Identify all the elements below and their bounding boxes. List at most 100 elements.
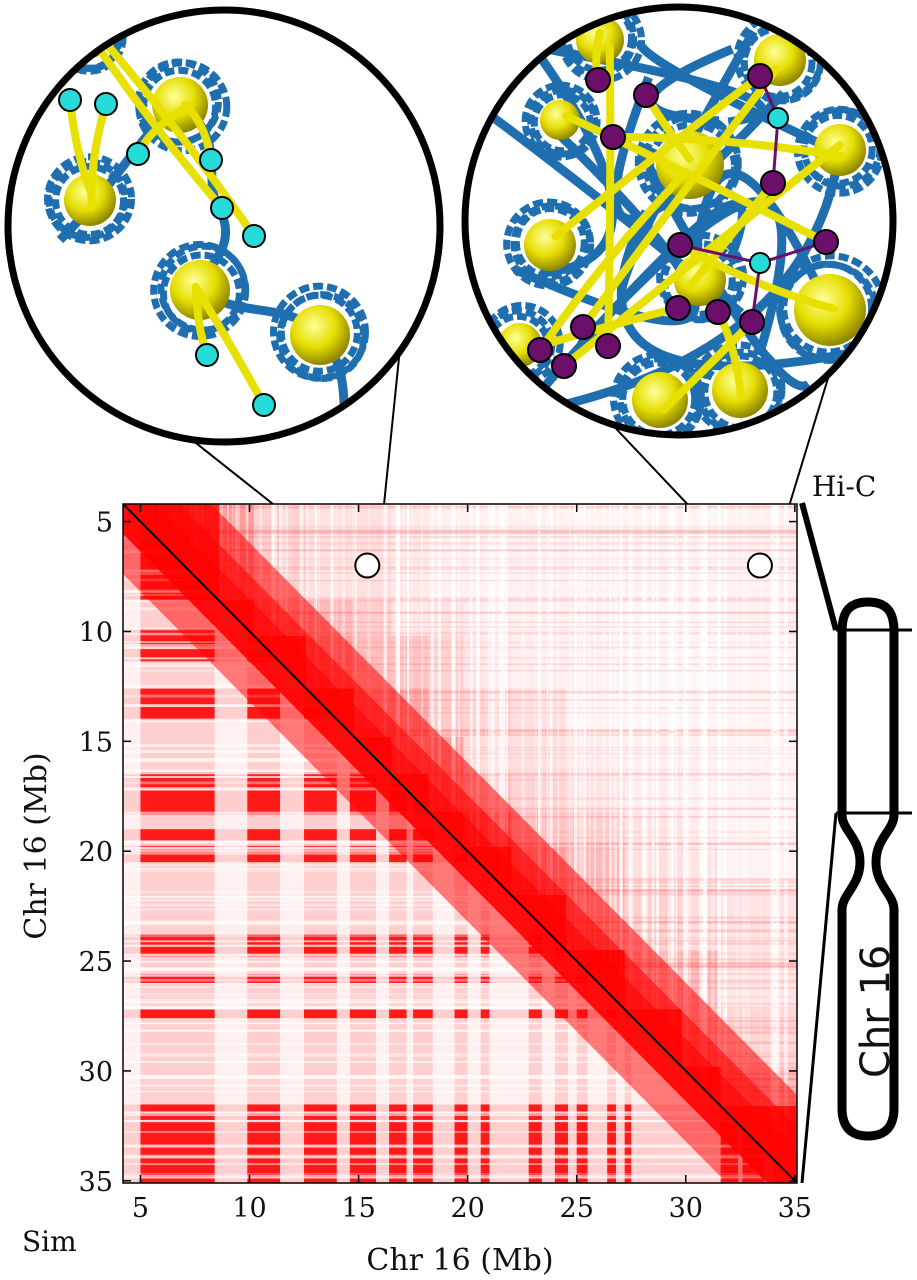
hic-stripe [760, 504, 763, 1183]
x-tick-label: 30 [669, 1193, 703, 1224]
bead [570, 314, 596, 340]
dna-coil [619, 359, 699, 435]
highlight-marker [354, 552, 381, 579]
bead [665, 295, 691, 321]
hic-stripe [578, 504, 582, 1183]
hic-stripe [123, 504, 797, 507]
dna-coil [135, 59, 231, 155]
highlight-markers [354, 552, 773, 579]
bead [252, 393, 276, 417]
chromosome-outline [837, 597, 899, 1141]
sim-streak [123, 1173, 797, 1175]
hic-stripe [700, 504, 705, 1183]
hic-stripe [123, 641, 797, 644]
sim-streak [123, 1043, 797, 1045]
hic-stripe [123, 621, 797, 623]
sim-block [607, 1103, 616, 1183]
hic-stripe [594, 504, 597, 1183]
sim-block [389, 1103, 407, 1183]
sim-block [247, 772, 281, 817]
sim-block [454, 974, 468, 984]
bead [749, 252, 771, 274]
sim-streak [123, 1053, 797, 1055]
hic-stripe [123, 611, 797, 614]
hic-stripe [609, 504, 611, 1183]
zoom-line-top [799, 502, 839, 631]
sim-block [624, 1103, 632, 1183]
histone-tail [92, 27, 258, 240]
sim-block [454, 1009, 468, 1019]
hic-stripe [689, 504, 691, 1183]
sim-streak [123, 1091, 797, 1093]
nucleosome [290, 305, 350, 365]
x-tick-label: 20 [450, 1193, 484, 1224]
hic-stripe [773, 504, 777, 1183]
hic-stripe [123, 712, 797, 714]
hic-stripe [123, 536, 797, 539]
nucleosome [814, 124, 866, 176]
sim-streak [123, 1054, 797, 1057]
sim-streak [123, 922, 797, 925]
hic-stripe [123, 656, 797, 659]
nucleosome [540, 100, 580, 140]
sim-block [349, 1009, 377, 1019]
hic-stripe [643, 504, 648, 1183]
sim-streak [123, 1075, 797, 1078]
sim-streak [123, 1113, 797, 1117]
hic-stripe [643, 504, 645, 1183]
sim-block [576, 1103, 588, 1183]
sim-block [304, 974, 337, 984]
hic-stripe [723, 504, 727, 1183]
hic-stripe [123, 543, 797, 546]
sim-streak [123, 1111, 797, 1114]
bead [747, 63, 773, 89]
nucleosome [632, 372, 688, 428]
sim-streak [123, 935, 797, 937]
bead [739, 309, 765, 335]
y-tick-label: 25 [79, 947, 113, 978]
hic-stripe [123, 626, 797, 628]
hic-stripe [710, 504, 715, 1183]
hic-stripe [123, 600, 797, 602]
hic-stripe [725, 504, 728, 1183]
hic-stripe [123, 597, 797, 601]
hic-stripe [667, 504, 671, 1183]
sim-block [140, 688, 215, 720]
y-tick-label: 20 [79, 837, 113, 868]
hic-stripe [123, 557, 797, 560]
bead [94, 92, 118, 116]
hic-stripe [123, 752, 797, 755]
hic-stripe [123, 730, 797, 733]
bead [633, 82, 659, 108]
hic-stripe [123, 663, 797, 666]
hic-stripe [123, 691, 797, 695]
sim-streak [123, 1176, 797, 1179]
bead [585, 67, 611, 93]
hic-stripe [770, 504, 775, 1183]
inset-left-open-chromatin [4, 6, 444, 446]
hic-stripe [602, 504, 606, 1183]
hic-stripe [123, 525, 797, 529]
hic-block [306, 504, 355, 601]
y-axis-label: Chr 16 (Mb) [19, 752, 54, 939]
bead [705, 299, 731, 325]
sim-streak [123, 940, 797, 943]
hic-stripe [588, 504, 591, 1183]
sim-block [304, 1009, 337, 1019]
hic-stripe [684, 504, 689, 1183]
sim-block [140, 772, 215, 817]
sim-streak [123, 1090, 797, 1092]
sim-block [413, 1103, 433, 1183]
hic-stripe [671, 504, 673, 1183]
hic-stripe [742, 504, 744, 1183]
dna-coil [609, 351, 705, 435]
bead [551, 353, 577, 379]
bead [527, 337, 553, 363]
sim-block [247, 974, 281, 984]
sim-streak [123, 993, 797, 996]
histone-tail [676, 241, 838, 313]
bead [760, 170, 786, 196]
y-tick-label: 35 [79, 1167, 113, 1198]
chromosome-label: Chr 16 [853, 945, 899, 1078]
hic-stripe [746, 504, 750, 1183]
